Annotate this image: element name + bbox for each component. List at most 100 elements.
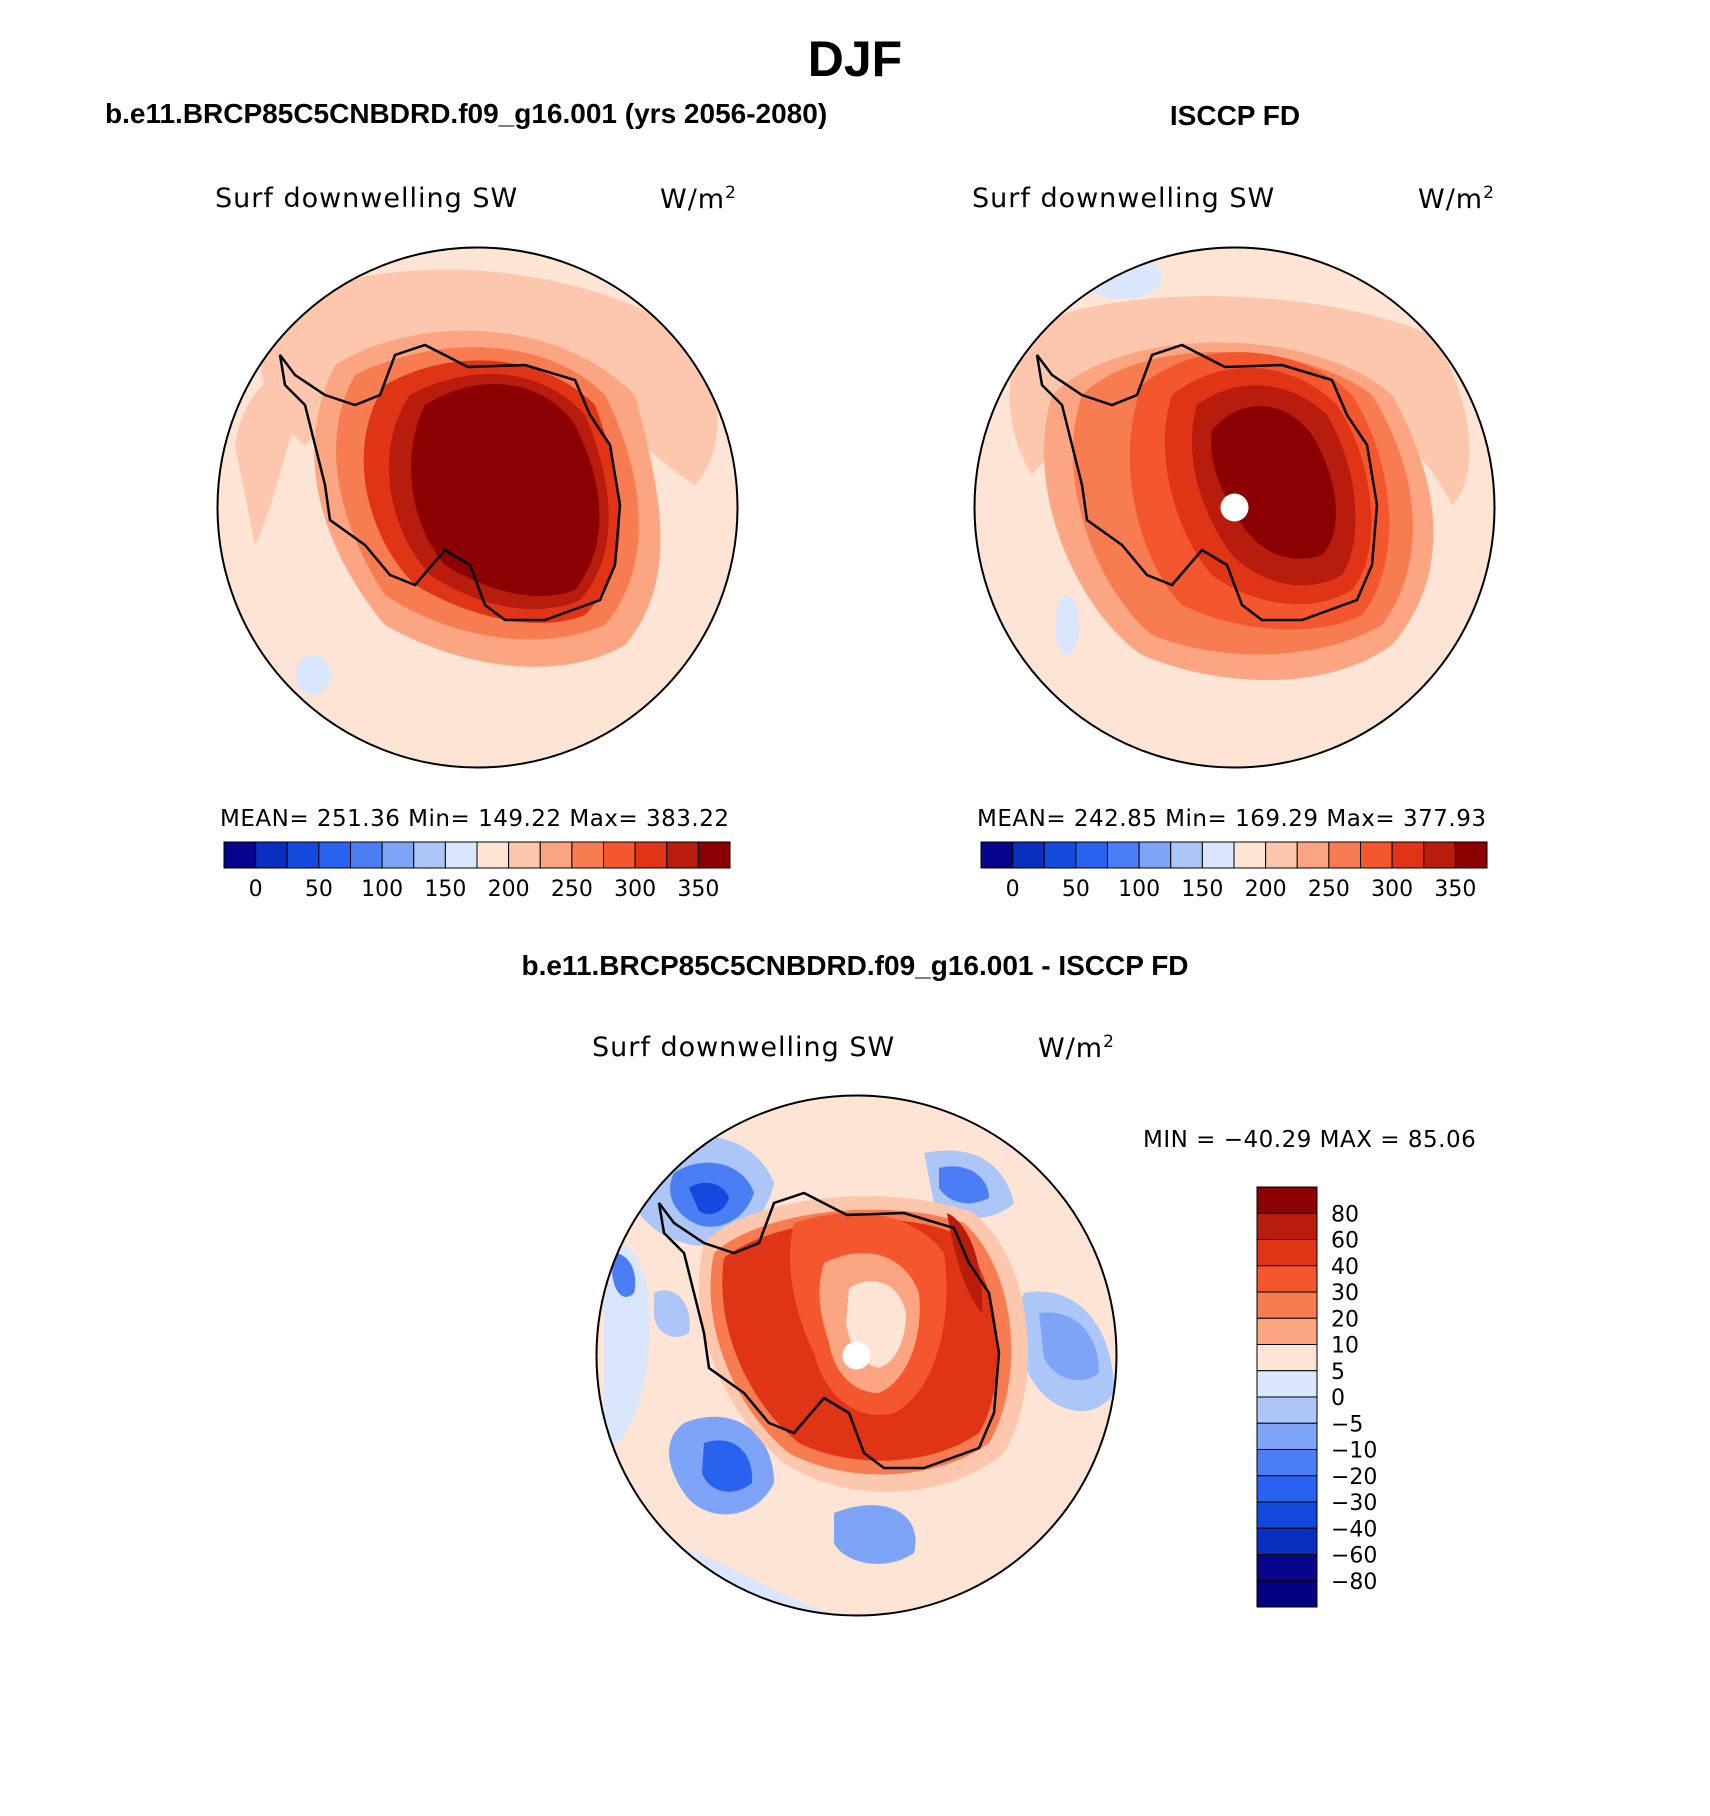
diff-colorbar-label: 80 <box>1331 1202 1359 1227</box>
diff-colorbar-box <box>1256 1422 1318 1450</box>
model-colorbar-box <box>413 841 446 869</box>
model-title: b.e11.BRCP85C5CNBDRD.f09_g16.001 (yrs 20… <box>105 98 828 129</box>
obs-colorbar-box <box>1423 841 1456 869</box>
diff-pole-hole <box>842 1341 871 1370</box>
diff-colorbar-box <box>1256 1317 1318 1345</box>
model-colorbar-tick: 350 <box>677 877 719 902</box>
obs-colorbar-box <box>1075 841 1108 869</box>
model-contour-field <box>217 247 738 768</box>
diff-colorbar-label: −5 <box>1331 1412 1363 1437</box>
obs-colorbar-box <box>1233 841 1267 869</box>
obs-colorbar: 0 50 100 150 200 250 300 350 <box>980 841 1488 902</box>
obs-units-label: W/m2 <box>1418 183 1495 215</box>
diff-colorbar-box <box>1256 1370 1318 1398</box>
model-colorbar-box <box>350 841 383 869</box>
model-colorbar-box <box>571 841 604 869</box>
model-colorbar-box <box>255 841 288 869</box>
diff-units-label: W/m2 <box>1038 1032 1115 1064</box>
diff-colorbar-label: 10 <box>1331 1334 1359 1359</box>
diff-colorbar-box <box>1256 1291 1318 1319</box>
obs-colorbar-box <box>980 841 1014 869</box>
diff-polar-map <box>595 1094 1118 1617</box>
model-colorbar-tick: 100 <box>361 877 403 902</box>
diff-colorbar-label: 20 <box>1331 1307 1359 1332</box>
obs-colorbar-box <box>1138 841 1172 869</box>
diff-colorbar-box <box>1256 1212 1318 1240</box>
diff-colorbar-box <box>1256 1475 1318 1503</box>
diff-colorbar-box <box>1256 1344 1318 1372</box>
model-colorbar: 0 50 100 150 200 250 300 350 <box>223 841 731 902</box>
model-stats: MEAN= 251.36 Min= 149.22 Max= 383.22 <box>220 806 730 832</box>
obs-colorbar-box <box>1043 841 1077 869</box>
diff-title: b.e11.BRCP85C5CNBDRD.f09_g16.001 - ISCCP… <box>521 950 1189 981</box>
model-variable-label: Surf downwelling SW <box>215 183 519 214</box>
diff-colorbar-label: 0 <box>1331 1386 1345 1411</box>
diff-colorbar-box <box>1256 1580 1318 1608</box>
model-colorbar-box <box>476 841 510 869</box>
obs-colorbar-box <box>1296 841 1330 869</box>
diff-variable-label: Surf downwelling SW <box>592 1032 896 1063</box>
diff-colorbar-label: 30 <box>1331 1281 1359 1306</box>
model-colorbar-tick: 0 <box>249 877 263 902</box>
model-colorbar-tick: 50 <box>305 877 333 902</box>
diff-colorbar-label: −30 <box>1331 1491 1377 1516</box>
obs-colorbar-tick: 150 <box>1181 877 1223 902</box>
diff-colorbar-label: −40 <box>1331 1517 1377 1542</box>
obs-colorbar-tick: 50 <box>1062 877 1090 902</box>
model-colorbar-tick: 300 <box>614 877 656 902</box>
diff-colorbar-label: −60 <box>1331 1544 1377 1569</box>
model-polar-map <box>216 246 739 769</box>
obs-title: ISCCP FD <box>1169 100 1301 131</box>
model-colorbar-box <box>508 841 541 869</box>
obs-colorbar-box <box>1012 841 1045 869</box>
diff-colorbar-box <box>1256 1265 1318 1293</box>
obs-colorbar-tick: 350 <box>1434 877 1476 902</box>
diff-colorbar-box <box>1256 1501 1318 1529</box>
model-colorbar-box <box>697 841 731 869</box>
diff-colorbar-label: −20 <box>1331 1465 1377 1490</box>
obs-colorbar-box <box>1265 841 1298 869</box>
model-colorbar-box <box>539 841 573 869</box>
model-colorbar-box <box>381 841 415 869</box>
model-colorbar-tick: 150 <box>424 877 466 902</box>
obs-stats: MEAN= 242.85 Min= 169.29 Max= 377.93 <box>977 806 1487 832</box>
obs-variable-label: Surf downwelling SW <box>972 183 1276 214</box>
obs-contour-field <box>974 247 1495 768</box>
diff-colorbar-label: −10 <box>1331 1439 1377 1464</box>
obs-colorbar-box <box>1360 841 1393 869</box>
diff-contour-field <box>596 1095 1117 1616</box>
obs-colorbar-box <box>1107 841 1140 869</box>
diff-colorbar-box <box>1256 1396 1318 1424</box>
diff-colorbar-box <box>1256 1239 1318 1267</box>
obs-colorbar-tick: 0 <box>1006 877 1020 902</box>
diff-colorbar-box <box>1256 1449 1318 1477</box>
diff-colorbar-label: 40 <box>1331 1255 1359 1280</box>
figure-title: DJF <box>807 31 903 87</box>
model-colorbar-tick: 250 <box>551 877 593 902</box>
obs-colorbar-box <box>1391 841 1425 869</box>
obs-colorbar-box <box>1170 841 1203 869</box>
obs-colorbar-box <box>1454 841 1488 869</box>
model-colorbar-tick: 200 <box>488 877 530 902</box>
obs-colorbar-tick: 300 <box>1371 877 1413 902</box>
model-units-label: W/m2 <box>660 183 737 215</box>
diff-colorbar-label: −80 <box>1331 1570 1377 1595</box>
model-colorbar-box <box>666 841 699 869</box>
model-colorbar-box <box>603 841 636 869</box>
obs-colorbar-tick: 200 <box>1245 877 1287 902</box>
obs-polar-map <box>973 246 1496 769</box>
model-colorbar-box <box>444 841 478 869</box>
obs-colorbar-tick: 250 <box>1308 877 1350 902</box>
obs-colorbar-box <box>1201 841 1235 869</box>
obs-colorbar-tick: 100 <box>1118 877 1160 902</box>
model-colorbar-box <box>634 841 668 869</box>
obs-colorbar-box <box>1328 841 1361 869</box>
diff-colorbar-label: 60 <box>1331 1229 1359 1254</box>
diff-colorbar-label: 5 <box>1331 1360 1345 1385</box>
model-colorbar-box <box>286 841 320 869</box>
obs-pole-hole <box>1220 493 1249 522</box>
diff-colorbar-box <box>1256 1186 1318 1214</box>
model-colorbar-box <box>223 841 257 869</box>
diff-colorbar-box <box>1256 1554 1318 1582</box>
